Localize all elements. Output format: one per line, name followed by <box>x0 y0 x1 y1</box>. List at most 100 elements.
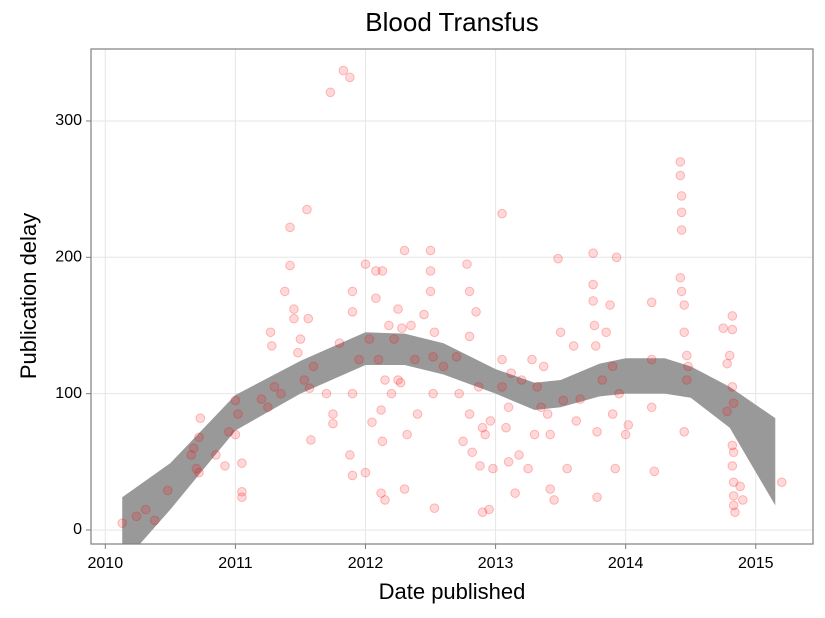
point <box>590 341 601 351</box>
point <box>429 503 440 513</box>
point <box>682 350 692 361</box>
point <box>230 429 241 440</box>
point <box>679 427 690 437</box>
point <box>256 394 267 404</box>
point <box>304 383 315 393</box>
point <box>477 422 488 433</box>
point <box>293 347 303 358</box>
point <box>302 204 312 215</box>
point <box>347 388 358 399</box>
point <box>263 402 273 413</box>
point <box>237 458 247 468</box>
point <box>542 409 553 419</box>
point <box>230 395 241 406</box>
point <box>220 461 230 471</box>
point <box>267 341 277 351</box>
point <box>727 324 738 335</box>
point <box>140 504 151 515</box>
point <box>224 427 234 437</box>
x-tick-label: 2011 <box>218 555 253 572</box>
point <box>737 495 748 505</box>
point <box>347 286 358 297</box>
point <box>412 409 423 419</box>
point <box>393 304 403 314</box>
point <box>377 436 388 447</box>
chart-title: Blood Transfus <box>365 7 538 37</box>
y-tick-label: 100 <box>55 385 82 402</box>
marks <box>117 65 787 544</box>
smooth-band <box>122 332 776 544</box>
point <box>523 463 533 474</box>
point <box>233 409 243 419</box>
point <box>610 463 621 474</box>
point <box>724 350 735 361</box>
point <box>501 422 511 433</box>
point <box>776 477 787 488</box>
point <box>679 300 690 310</box>
point <box>527 354 537 365</box>
point <box>675 157 686 167</box>
point <box>306 435 316 445</box>
point <box>464 331 475 342</box>
point <box>347 307 358 317</box>
y-tick-label: 300 <box>55 112 82 129</box>
point <box>289 304 299 314</box>
point <box>397 323 407 333</box>
point <box>285 260 295 271</box>
point <box>607 409 618 419</box>
point <box>676 225 687 235</box>
point <box>237 492 247 503</box>
point <box>605 300 615 310</box>
point <box>371 266 381 276</box>
point <box>464 286 475 297</box>
point <box>237 486 247 497</box>
point <box>376 405 386 415</box>
point <box>393 375 403 385</box>
point <box>467 447 477 458</box>
point <box>473 382 484 392</box>
point <box>289 313 299 324</box>
point <box>516 375 527 385</box>
point <box>191 463 202 474</box>
point <box>303 313 314 324</box>
point <box>646 402 657 413</box>
point <box>380 375 390 385</box>
point <box>399 484 410 494</box>
plot-area <box>91 49 813 544</box>
point <box>295 334 306 344</box>
point <box>475 461 485 471</box>
point <box>345 450 355 460</box>
point <box>529 429 540 440</box>
point <box>549 495 559 505</box>
point <box>347 470 358 481</box>
y-axis-title: Publication delay <box>16 213 41 379</box>
point <box>425 245 436 256</box>
point <box>562 463 572 474</box>
point <box>399 245 410 256</box>
plot-frame <box>90 48 814 545</box>
point <box>194 432 204 443</box>
point <box>325 87 336 98</box>
point <box>195 413 206 423</box>
point <box>484 504 494 515</box>
x-tick-label: 2014 <box>608 555 644 572</box>
point <box>384 320 394 331</box>
point <box>592 427 602 437</box>
point <box>510 488 520 498</box>
point <box>728 500 739 511</box>
point <box>395 377 406 388</box>
point <box>503 456 514 467</box>
point <box>406 320 416 331</box>
point <box>425 266 436 276</box>
point <box>718 323 729 333</box>
point <box>722 406 732 417</box>
point <box>265 327 276 338</box>
x-tick-label: 2013 <box>478 555 514 572</box>
point <box>607 361 618 372</box>
point <box>364 334 375 344</box>
point <box>588 279 598 290</box>
point <box>425 286 436 297</box>
point <box>683 361 693 372</box>
point <box>464 409 475 419</box>
